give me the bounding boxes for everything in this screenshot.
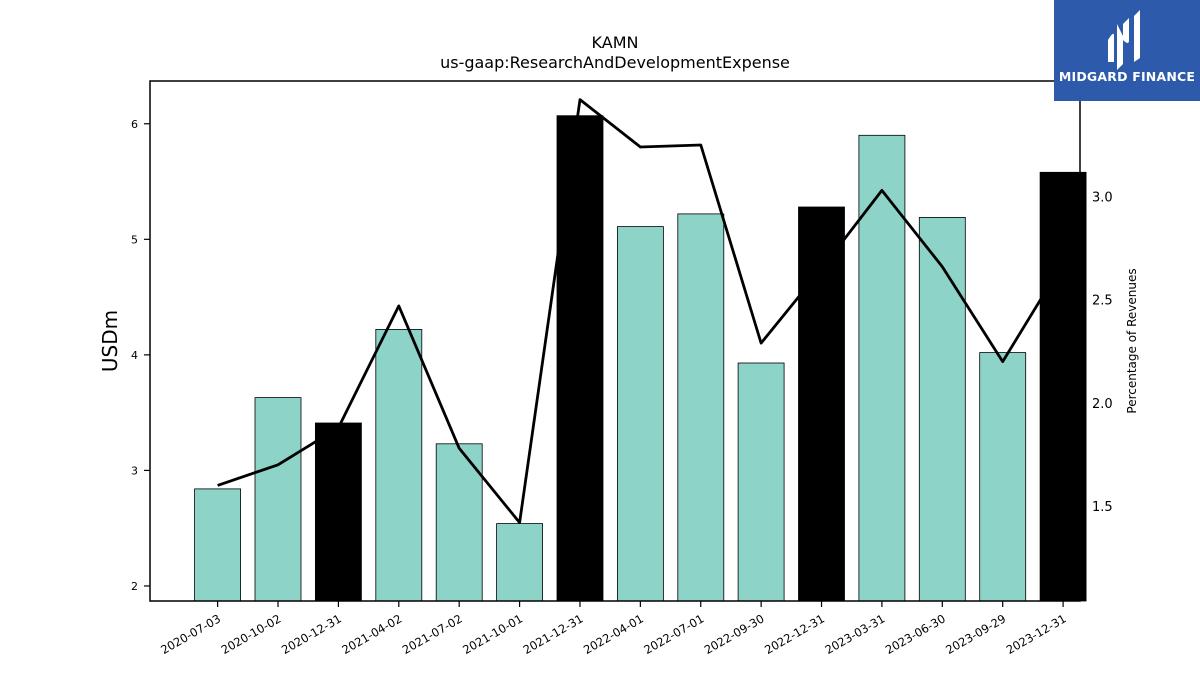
y2-tick-label: 2.5 bbox=[1092, 294, 1113, 309]
logo-text: MIDGARD FINANCE bbox=[1058, 69, 1196, 84]
x-tick-label: 2021-04-02 bbox=[339, 611, 404, 657]
bar bbox=[798, 206, 845, 602]
bar bbox=[979, 352, 1027, 602]
x-tick-label: 2023-09-29 bbox=[943, 611, 1008, 657]
y-axis-label: USDm bbox=[98, 310, 122, 372]
bar bbox=[435, 443, 483, 602]
x-tick-label: 2022-09-30 bbox=[702, 611, 767, 657]
bar bbox=[858, 134, 906, 602]
y-tick-label: 5 bbox=[131, 233, 138, 246]
chart-subtitle: us-gaap:ResearchAndDevelopmentExpense bbox=[440, 53, 790, 72]
bar bbox=[194, 488, 242, 602]
y-tick-label: 6 bbox=[131, 118, 138, 131]
x-tick-label: 2023-12-31 bbox=[1004, 611, 1069, 657]
y2-tick-label: 3.0 bbox=[1092, 191, 1113, 206]
y-tick-label: 2 bbox=[131, 580, 138, 593]
x-tick-label: 2023-06-30 bbox=[883, 611, 948, 657]
line-series bbox=[217, 98, 1065, 524]
bar bbox=[918, 216, 966, 602]
midgard-finance-logo: MIDGARD FINANCE bbox=[1054, 0, 1200, 101]
x-tick-label: 2020-12-31 bbox=[279, 611, 344, 657]
x-tick-label: 2021-12-31 bbox=[521, 611, 586, 657]
bar bbox=[677, 213, 725, 602]
bar bbox=[556, 115, 604, 602]
chart-title: KAMN bbox=[592, 33, 639, 52]
x-tick-label: 2022-04-01 bbox=[581, 611, 646, 657]
bar bbox=[617, 226, 664, 602]
logo-mark-icon bbox=[1108, 10, 1140, 70]
bar bbox=[254, 397, 302, 602]
bar bbox=[496, 523, 544, 602]
y-tick-label: 3 bbox=[131, 464, 138, 477]
y2-axis-label: Percentage of Revenues bbox=[1125, 268, 1139, 413]
bar bbox=[314, 422, 362, 602]
x-tick-label: 2023-03-31 bbox=[823, 611, 888, 657]
x-tick-label: 2022-12-31 bbox=[762, 611, 827, 657]
plot-frame bbox=[149, 80, 1081, 602]
y2-tick-label: 1.5 bbox=[1092, 500, 1113, 515]
x-tick-label: 2021-10-01 bbox=[460, 611, 525, 657]
bar bbox=[1039, 171, 1087, 602]
x-tick-label: 2021-07-02 bbox=[400, 611, 465, 657]
y2-tick-label: 2.0 bbox=[1092, 397, 1113, 412]
x-tick-label: 2020-07-03 bbox=[158, 611, 223, 657]
bar bbox=[375, 328, 423, 602]
y-tick-label: 4 bbox=[131, 349, 138, 362]
x-tick-label: 2022-07-01 bbox=[641, 611, 706, 657]
bar bbox=[737, 362, 785, 602]
line-group bbox=[217, 98, 1065, 524]
bar-group bbox=[194, 115, 1087, 602]
x-tick-label: 2020-10-02 bbox=[219, 611, 284, 657]
